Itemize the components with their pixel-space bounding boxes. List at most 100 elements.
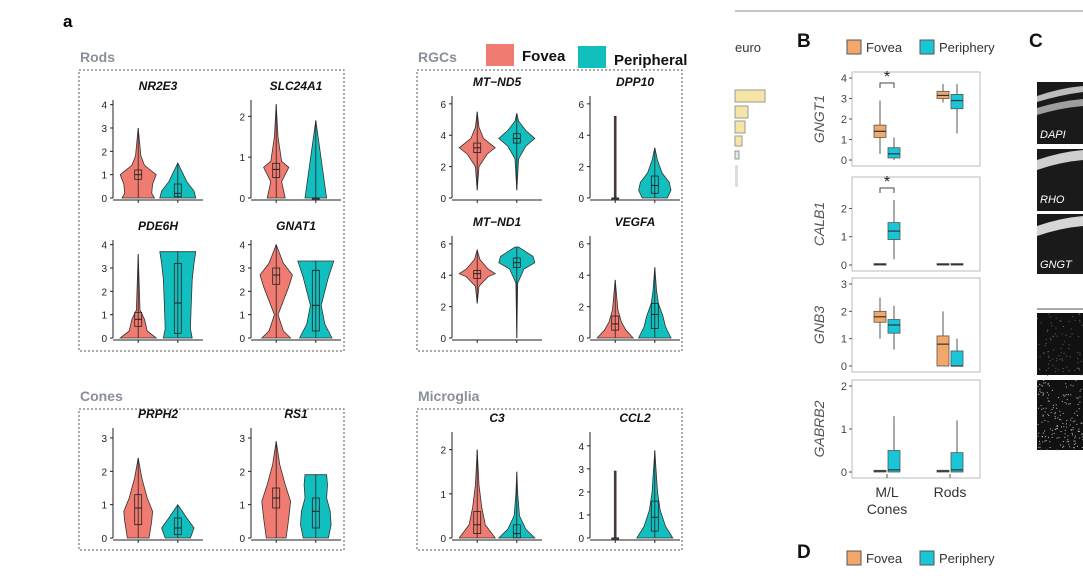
- speckle: [1062, 368, 1064, 369]
- speckle: [1040, 449, 1042, 451]
- violin-box: [650, 175, 659, 194]
- y-tick-label: 6: [578, 240, 584, 251]
- group-rgcs-box: [416, 69, 683, 352]
- y-tick-label: 2: [841, 203, 847, 215]
- y-tick-label: 3: [101, 434, 107, 445]
- speckle: [1074, 412, 1076, 414]
- speckle: [1038, 343, 1040, 345]
- speckle: [1044, 344, 1046, 346]
- speckle: [1072, 429, 1074, 431]
- y-tick-label: 2: [101, 147, 107, 158]
- y-tick-label: 6: [440, 240, 446, 251]
- speckle: [1052, 404, 1054, 406]
- speckle: [1069, 403, 1071, 405]
- speckle: [1056, 358, 1058, 359]
- speckle: [1062, 394, 1064, 396]
- speckle: [1072, 434, 1074, 436]
- speckle: [1041, 421, 1043, 423]
- y-tick-label: 2: [440, 163, 446, 174]
- violin-box: [473, 511, 482, 534]
- subplot-title: NR2E3: [139, 79, 178, 93]
- y-tick-label: 2: [578, 163, 584, 174]
- legend-d-periphery-label: Periphery: [939, 551, 995, 566]
- y-tick-label: 4: [578, 442, 584, 453]
- violin-subplot: SLC24A1 0 1 2: [239, 79, 341, 205]
- legend-b-fovea-swatch: [846, 39, 862, 55]
- speckle: [1047, 351, 1049, 353]
- speckle: [1037, 317, 1039, 319]
- y-tick-label: 0: [841, 361, 847, 373]
- speckle: [1077, 397, 1079, 399]
- speckle: [1049, 447, 1051, 448]
- speckle: [1077, 445, 1078, 447]
- y-tick-label: 4: [440, 131, 446, 142]
- y-tick-label: 1: [239, 501, 245, 512]
- box-fovea: [936, 335, 950, 367]
- legend-b-periphery-swatch: [919, 39, 935, 55]
- speckle: [1047, 384, 1049, 386]
- violin-subplot: DPP10 0 2 4 6: [578, 75, 680, 205]
- speckle: [1081, 447, 1083, 448]
- legend-peripheral-swatch: [578, 46, 606, 68]
- speckle: [1044, 440, 1046, 442]
- y-tick-label: 2: [101, 287, 107, 298]
- violin-box: [512, 524, 521, 539]
- speckle: [1069, 446, 1071, 448]
- speckle: [1062, 359, 1063, 361]
- speckle: [1080, 360, 1082, 362]
- speckle: [1078, 367, 1079, 369]
- speckle: [1078, 369, 1080, 371]
- speckle: [1081, 433, 1083, 435]
- violin-box: [173, 517, 182, 536]
- speckle: [1047, 421, 1049, 423]
- speckle: [1078, 430, 1080, 432]
- speckle: [1050, 322, 1052, 324]
- speckle: [1055, 371, 1057, 373]
- speckle: [1051, 408, 1053, 410]
- speckle-noise: [1037, 313, 1083, 451]
- speckle: [1043, 353, 1045, 354]
- speckle: [1042, 432, 1044, 434]
- y-tick-label: 1: [841, 232, 847, 244]
- speckle: [1051, 325, 1053, 327]
- significance-bracket: [879, 82, 895, 88]
- speckle: [1076, 397, 1078, 399]
- subplot-title: SLC24A1: [270, 79, 323, 93]
- violin-subplot: MT−ND5 0 2 4 6: [440, 75, 542, 205]
- box-ylabel: CALB1: [811, 202, 827, 246]
- legend-d-fovea-swatch: [846, 550, 862, 566]
- y-tick-label: 4: [440, 271, 446, 282]
- y-tick-label: 1: [101, 501, 107, 512]
- subplot-title: PRPH2: [138, 407, 178, 421]
- y-tick-label: 0: [841, 467, 847, 479]
- speckle: [1079, 401, 1081, 403]
- speckle: [1037, 435, 1039, 437]
- speckle: [1042, 407, 1044, 409]
- speckle: [1049, 385, 1051, 387]
- speckle: [1063, 426, 1065, 428]
- speckle: [1065, 334, 1067, 336]
- crop-bar: [734, 150, 740, 160]
- category-rods: Rods: [934, 484, 967, 500]
- significance-star: *: [884, 174, 890, 191]
- speckle: [1067, 439, 1069, 441]
- group-rods-box: [78, 69, 345, 352]
- box-subplot: GABRB2 0 1 2: [811, 379, 981, 479]
- speckle: [1038, 407, 1039, 409]
- violin-box: [173, 183, 182, 198]
- image-label-gngt: GNGT: [1040, 259, 1073, 271]
- speckle: [1059, 418, 1061, 420]
- speckle: [1067, 435, 1069, 437]
- speckle: [1042, 441, 1044, 443]
- y-tick-label: 3: [239, 264, 245, 275]
- speckle: [1055, 367, 1057, 369]
- speckle: [1056, 449, 1058, 451]
- speckle: [1051, 429, 1053, 431]
- legend-b-fovea-label: Fovea: [866, 40, 903, 55]
- speckle: [1043, 380, 1045, 382]
- box-subplot: GNGT1 0 1 2 3 4 *: [811, 69, 981, 167]
- speckle: [1038, 393, 1040, 395]
- y-tick-label: 3: [841, 279, 847, 291]
- speckle: [1077, 404, 1079, 405]
